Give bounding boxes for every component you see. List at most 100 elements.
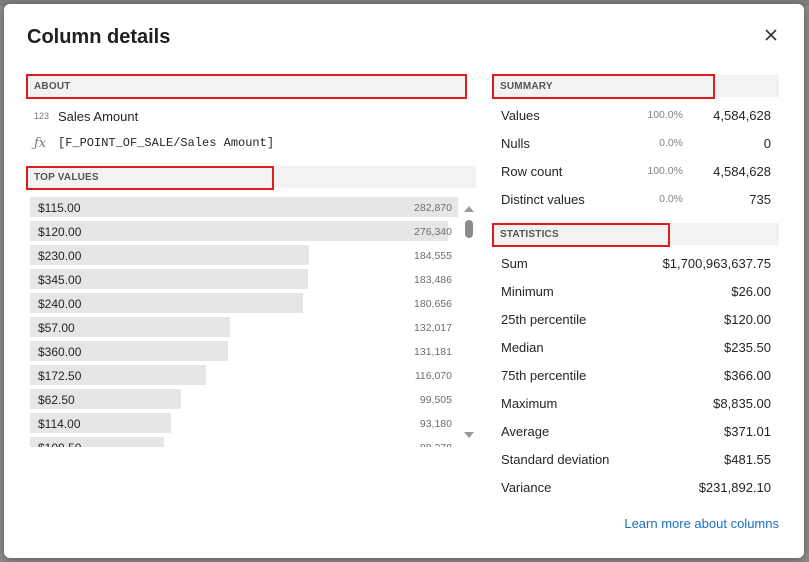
statistics-label: Standard deviation — [501, 452, 610, 467]
summary-label: Row count — [501, 164, 563, 179]
top-value-label: $172.50 — [38, 369, 82, 383]
top-value-bar — [30, 293, 303, 313]
top-value-row: $62.50 99,505 — [30, 389, 458, 409]
column-details-dialog: Column details ABOUT 123 Sales Amount ƒx… — [4, 4, 804, 558]
top-value-bar — [30, 437, 164, 447]
statistics-label: Variance — [501, 480, 552, 495]
top-value-row: $240.00 180,656 — [30, 293, 458, 313]
summary-header: SUMMARY — [492, 75, 779, 97]
statistics-label: Median — [501, 340, 544, 355]
summary-value: 735 — [749, 192, 771, 207]
top-value-row: $230.00 184,555 — [30, 245, 458, 265]
statistics-row: Variance $231,892.10 — [501, 478, 771, 498]
top-value-count: 131,181 — [414, 346, 452, 358]
summary-percent: 100.0% — [647, 165, 683, 177]
expression-row: ƒx [F_POINT_OF_SALE/Sales Amount] — [34, 133, 274, 153]
statistics-value: $120.00 — [724, 312, 771, 327]
statistics-row: 75th percentile $366.00 — [501, 366, 771, 386]
top-value-label: $345.00 — [38, 273, 82, 287]
statistics-row: Average $371.01 — [501, 422, 771, 442]
background-table-header — [0, 0, 809, 6]
top-value-count: 184,555 — [414, 250, 452, 262]
chevron-up-icon — [464, 206, 474, 212]
statistics-value: $235.50 — [724, 340, 771, 355]
summary-label: Distinct values — [501, 192, 585, 207]
statistics-value: $231,892.10 — [698, 480, 771, 495]
dialog-title: Column details — [27, 26, 171, 48]
about-highlight — [26, 74, 467, 99]
top-value-label: $360.00 — [38, 345, 82, 359]
function-icon: ƒx — [34, 135, 47, 151]
top-value-label: $115.00 — [38, 201, 81, 215]
about-header: ABOUT — [26, 75, 466, 97]
top-value-row: $114.00 93,180 — [30, 413, 458, 433]
top-value-row: $120.00 276,340 — [30, 221, 458, 241]
top-value-count: 88,278 — [420, 442, 452, 447]
statistics-label: Sum — [501, 256, 528, 271]
summary-value: 4,584,628 — [713, 164, 771, 179]
top-value-bar — [30, 365, 206, 385]
top-value-row: $57.00 132,017 — [30, 317, 458, 337]
top-value-bar — [30, 389, 181, 409]
top-value-count: 180,656 — [414, 298, 452, 310]
summary-label: Values — [501, 108, 540, 123]
top-value-count: 93,180 — [419, 418, 452, 430]
statistics-value: $26.00 — [731, 284, 771, 299]
top-value-label: $109.50 — [38, 441, 81, 447]
statistics-label: 25th percentile — [501, 312, 587, 327]
top-value-row: $109.50 88,278 — [30, 437, 458, 447]
top-value-label: $114.00 — [38, 417, 81, 431]
chevron-down-icon — [464, 432, 474, 438]
top-value-bar — [30, 341, 228, 361]
top-value-row: $172.50 116,070 — [30, 365, 458, 385]
scroll-down-button[interactable] — [464, 430, 474, 440]
statistics-label: Maximum — [501, 396, 558, 411]
scroll-up-button[interactable] — [464, 204, 474, 214]
close-button[interactable] — [762, 26, 780, 44]
top-value-count: 132,017 — [414, 322, 452, 334]
close-icon — [765, 29, 777, 41]
statistics-value: $481.55 — [724, 452, 771, 467]
statistics-value: $371.01 — [724, 424, 771, 439]
statistics-label: Minimum — [501, 284, 554, 299]
summary-row: Values 100.0% 4,584,628 — [501, 106, 771, 126]
statistics-row: Median $235.50 — [501, 338, 771, 358]
top-value-row: $115.00 282,870 — [30, 197, 458, 217]
summary-value: 0 — [763, 136, 771, 151]
summary-value: 4,584,628 — [713, 108, 771, 123]
top-values-list[interactable]: $115.00 282,870 $120.00 276,340 $230.00 184,5… — [30, 197, 462, 447]
top-value-count: 99,505 — [419, 394, 452, 406]
summary-row: Distinct values 0.0% 735 — [501, 190, 771, 210]
field-name-row: 123 Sales Amount — [34, 106, 138, 126]
summary-percent: 100.0% — [647, 109, 683, 121]
top-value-bar — [30, 197, 458, 217]
scrollbar-thumb[interactable] — [465, 220, 473, 238]
summary-percent: 0.0% — [659, 137, 683, 149]
statistics-row: 25th percentile $120.00 — [501, 310, 771, 330]
statistics-value: $1,700,963,637.75 — [662, 256, 771, 271]
statistics-highlight — [492, 223, 670, 247]
top-value-label: $120.00 — [38, 225, 82, 239]
top-value-label: $62.50 — [38, 393, 75, 407]
top-value-bar — [30, 221, 448, 241]
top-value-bar — [30, 413, 171, 433]
statistics-row: Standard deviation $481.55 — [501, 450, 771, 470]
top-value-count: 276,340 — [414, 226, 452, 238]
top-value-label: $240.00 — [38, 297, 82, 311]
top-values-header: TOP VALUES — [26, 166, 476, 188]
learn-more-link[interactable]: Learn more about columns — [624, 516, 779, 531]
summary-percent: 0.0% — [659, 193, 683, 205]
top-value-row: $360.00 131,181 — [30, 341, 458, 361]
field-expression: [F_POINT_OF_SALE/Sales Amount] — [58, 136, 275, 150]
statistics-header: STATISTICS — [492, 223, 779, 245]
top-values-highlight — [26, 166, 274, 190]
top-value-count: 282,870 — [414, 202, 452, 214]
summary-highlight — [492, 74, 715, 99]
number-type-icon: 123 — [34, 111, 50, 121]
summary-row: Nulls 0.0% 0 — [501, 134, 771, 154]
top-value-label: $57.00 — [38, 321, 75, 335]
statistics-value: $366.00 — [724, 368, 771, 383]
top-value-bar — [30, 317, 230, 337]
top-value-count: 116,070 — [414, 370, 452, 382]
statistics-row: Sum $1,700,963,637.75 — [501, 254, 771, 274]
